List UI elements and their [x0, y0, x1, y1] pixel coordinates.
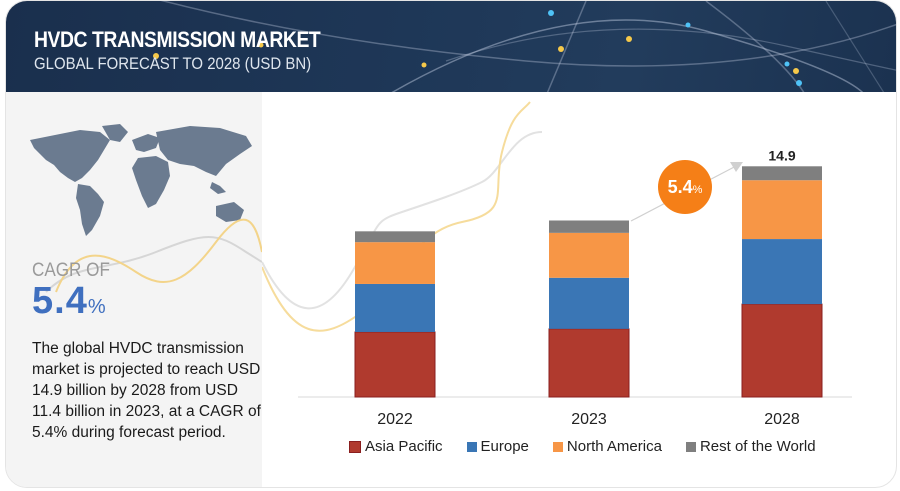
cagr-number: 5.4: [32, 280, 88, 322]
stacked-bar-chart: 2022 2023 2028 14.9: [261, 101, 852, 428]
legend-swatch-icon: [349, 440, 361, 453]
bar-segment-europe-2023: [549, 277, 629, 329]
bar-segment-rest-of-the-world-2028: [742, 166, 822, 181]
bubble-unit: %: [692, 183, 703, 196]
legend-item-europe: Europe: [466, 438, 529, 455]
bar-segment-europe-2028: [742, 239, 822, 305]
bar-segment-asia-pacific-2028: [741, 303, 823, 398]
bar-segment-north-america-2022: [355, 242, 435, 284]
bar-segment-rest-of-the-world-2023: [549, 220, 629, 233]
bar-segment-rest-of-the-world-2022: [355, 231, 435, 243]
chart-area: 2022 2023 2028 14.9: [261, 92, 896, 487]
bar-segment-europe-2022: [355, 283, 435, 332]
bubble-value: 5.4: [667, 176, 693, 197]
header-banner: HVDC TRANSMISSION MARKET GLOBAL FORECAST…: [6, 1, 896, 92]
legend-item-rest-of-world: Rest of the World: [685, 438, 816, 455]
cagr-unit: %: [87, 296, 107, 318]
x-tick-label: 2028: [764, 411, 800, 428]
legend-swatch-icon: [685, 441, 696, 452]
summary-panel: CAGR OF 5.4% The global HVDC transmissio…: [6, 92, 262, 487]
decorative-curves: [45, 218, 262, 293]
decorative-yellow-curve: [261, 101, 531, 332]
header-decoration: [153, 1, 896, 92]
legend-label: North America: [566, 438, 662, 455]
chart-legend: Asia Pacific Europe North America Rest o…: [349, 438, 840, 455]
legend-label: Asia Pacific: [365, 438, 443, 455]
legend-item-north-america: North America: [552, 438, 662, 455]
infographic-card: HVDC TRANSMISSION MARKET GLOBAL FORECAST…: [5, 0, 897, 488]
cagr-value: 5.4%: [32, 280, 107, 323]
bar-segment-asia-pacific-2022: [354, 331, 436, 398]
x-tick-label: 2022: [377, 411, 413, 428]
bar-segment-north-america-2023: [549, 232, 629, 278]
cagr-label: CAGR OF: [32, 260, 110, 281]
legend-swatch-icon: [552, 441, 563, 452]
bar-total-label: 14.9: [768, 147, 795, 163]
legend-label: Europe: [480, 438, 529, 455]
legend-item-asia-pacific: Asia Pacific: [349, 438, 443, 455]
bar-segment-north-america-2028: [742, 180, 822, 240]
page-title: HVDC TRANSMISSION MARKET: [34, 27, 321, 52]
page-subtitle: GLOBAL FORECAST TO 2028 (USD BN): [34, 54, 312, 73]
market-description: The global HVDC transmission market is p…: [32, 340, 261, 441]
legend-label: Rest of the World: [699, 438, 816, 455]
bar-segment-asia-pacific-2023: [548, 328, 630, 398]
world-map-icon: [30, 124, 252, 236]
growth-arrow-head: [730, 162, 743, 172]
cagr-bubble: 5.4%: [658, 160, 712, 214]
decorative-gray-curve: [261, 131, 543, 310]
legend-swatch-icon: [466, 441, 477, 452]
x-tick-label: 2023: [571, 411, 607, 428]
